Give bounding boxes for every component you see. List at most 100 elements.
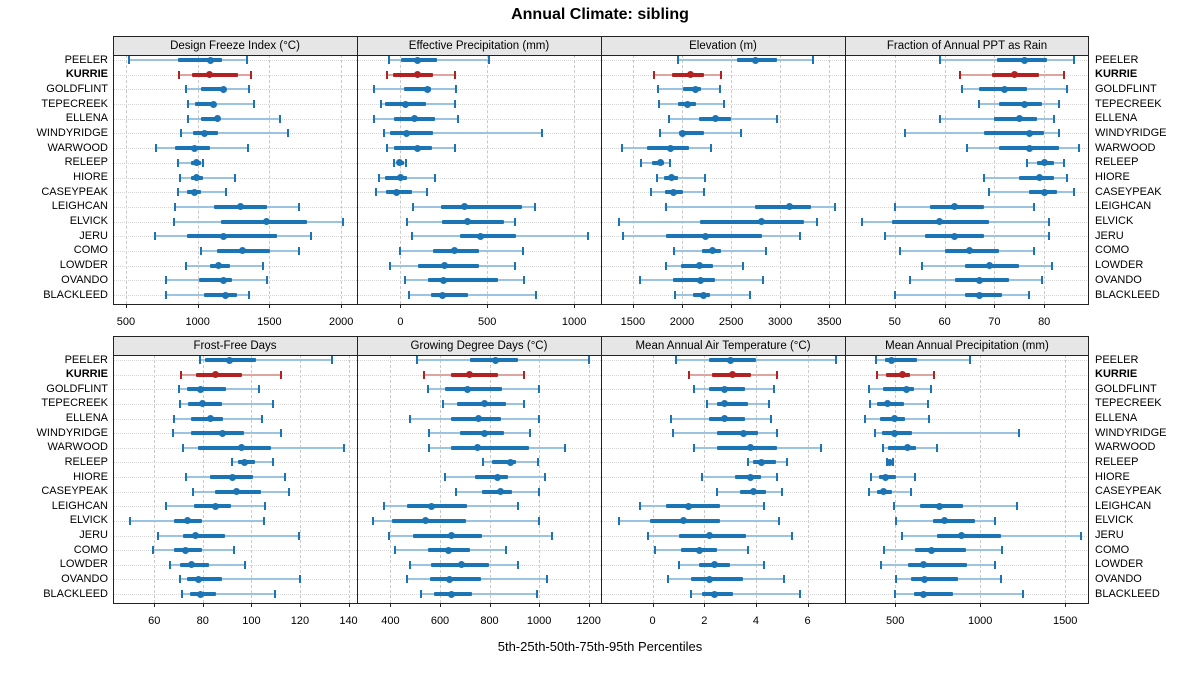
gridline-horizontal <box>601 162 845 164</box>
whisker-cap-high <box>1063 158 1066 167</box>
whisker-line <box>894 593 1023 595</box>
interquartile-bar <box>700 219 804 224</box>
whisker-cap-low <box>876 370 879 379</box>
panel-strip: Design Freeze Index (°C) <box>113 36 357 55</box>
whisker-cap-low <box>443 473 446 481</box>
interquartile-bar <box>882 387 914 392</box>
whisker-cap-high <box>783 575 786 584</box>
whisker-cap-high <box>504 546 507 555</box>
whisker-cap-low <box>176 158 179 167</box>
median-dot <box>695 262 703 270</box>
median-dot <box>747 444 755 452</box>
whisker-cap-low <box>406 217 409 226</box>
median-dot <box>396 159 403 167</box>
whisker-cap-high <box>993 516 996 525</box>
whisker-cap-low <box>176 188 179 197</box>
whisker-line <box>691 593 800 595</box>
axis-tick-label: 2000 <box>328 316 354 328</box>
whisker-cap-high <box>246 144 249 153</box>
median-dot <box>1000 85 1008 93</box>
gridline-horizontal <box>845 177 1089 179</box>
site-label-right: ELVICK <box>1095 215 1134 228</box>
whisker-cap-high <box>775 370 778 379</box>
median-dot <box>237 203 245 211</box>
whisker-cap-low <box>638 502 641 511</box>
median-dot <box>210 100 217 108</box>
median-dot <box>920 575 928 583</box>
gridline-vertical <box>539 355 541 603</box>
whisker-cap-high <box>929 385 932 394</box>
site-label-left: BLACKLEED <box>43 288 108 301</box>
axis-tick <box>652 603 654 607</box>
whisker-cap-low <box>405 575 408 584</box>
panel-strip: Growing Degree Days (°C) <box>357 336 601 355</box>
whisker-cap-high <box>816 217 818 226</box>
interquartile-bar <box>754 204 812 209</box>
site-label-right: BLACKLEED <box>1095 288 1160 301</box>
axis-tick-label: 60 <box>938 316 951 328</box>
median-dot <box>447 590 455 598</box>
whisker-cap-high <box>741 261 744 270</box>
median-dot <box>678 129 686 137</box>
whisker-cap-high <box>1001 546 1004 555</box>
whisker-cap-high <box>279 370 282 379</box>
whisker-line <box>187 117 280 120</box>
interquartile-bar <box>888 445 917 450</box>
site-label-right: COMO <box>1095 543 1130 556</box>
interquartile-bar <box>451 372 499 377</box>
interquartile-bar <box>459 234 516 239</box>
whisker-cap-high <box>969 356 971 364</box>
whisker-cap-high <box>234 173 236 182</box>
whisker-cap-low <box>958 70 961 79</box>
whisker-cap-high <box>298 575 301 584</box>
whisker-cap-low <box>700 473 703 481</box>
whisker-cap-high <box>297 246 300 255</box>
whisker-cap-low <box>867 385 870 394</box>
median-dot <box>739 429 747 437</box>
site-label-right: PEELER <box>1095 53 1139 66</box>
median-dot <box>201 129 209 137</box>
axis-tick-label: 2 <box>701 615 708 627</box>
whisker-cap-low <box>693 385 695 394</box>
axis-tick <box>704 603 706 607</box>
whisker-cap-high <box>909 487 912 496</box>
whisker-cap-low <box>231 458 233 467</box>
panel-title: Effective Precipitation (mm) <box>408 39 550 52</box>
whisker-cap-low <box>892 502 895 511</box>
interquartile-bar <box>665 504 720 509</box>
median-dot <box>785 203 793 211</box>
whisker-cap-low <box>669 414 672 423</box>
interquartile-bar <box>442 219 504 224</box>
interquartile-bar <box>384 175 408 180</box>
interquartile-bar <box>428 278 499 283</box>
gridline-vertical <box>807 355 809 603</box>
site-label-left: GOLDFLINT <box>46 82 108 95</box>
median-dot <box>481 400 489 408</box>
site-label-right: BLACKLEED <box>1095 587 1160 600</box>
whisker-cap-high <box>1058 129 1061 138</box>
panel-strip: Frost-Free Days <box>113 336 357 355</box>
whisker-cap-high <box>456 114 459 123</box>
interquartile-bar <box>391 518 466 523</box>
median-dot <box>414 144 422 152</box>
whisker-cap-low <box>988 188 991 197</box>
whisker-cap-low <box>382 129 385 138</box>
whisker-cap-high <box>297 202 300 211</box>
whisker-cap-low <box>388 56 391 64</box>
whisker-cap-high <box>426 188 429 197</box>
interquartile-bar <box>177 58 223 62</box>
interquartile-bar <box>482 489 512 494</box>
whisker-cap-high <box>798 232 801 241</box>
axis-tick-label: 600 <box>430 615 450 627</box>
site-label-right: KURRIE <box>1095 68 1138 81</box>
site-label-left: CASEYPEAK <box>41 185 108 198</box>
whisker-cap-high <box>778 516 781 525</box>
whisker-cap-low <box>658 100 661 109</box>
whisker-cap-high <box>1063 70 1066 79</box>
whisker-cap-high <box>739 129 742 138</box>
site-label-right: ELLENA <box>1095 112 1138 125</box>
whisker-cap-high <box>545 575 548 584</box>
whisker-cap-low <box>441 399 444 408</box>
gridline-horizontal <box>357 177 601 179</box>
panel-strip: Effective Precipitation (mm) <box>357 36 601 55</box>
